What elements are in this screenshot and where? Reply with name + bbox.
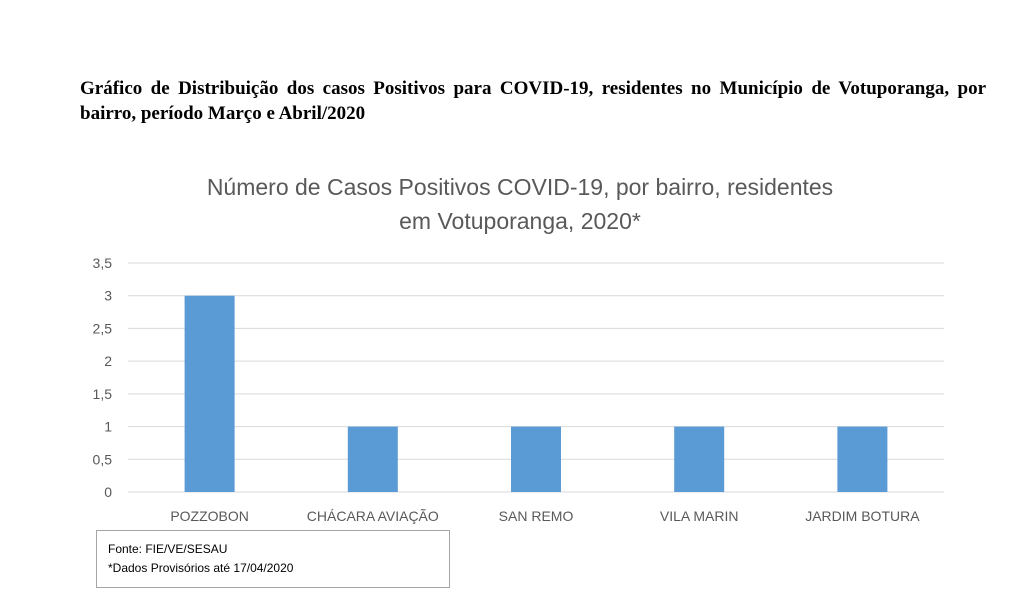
bar bbox=[184, 295, 235, 492]
y-tick-label: 3,5 bbox=[93, 255, 113, 271]
x-tick-label: CHÁCARA AVIAÇÃO bbox=[307, 508, 439, 524]
bar bbox=[511, 426, 561, 492]
y-tick-label: 0 bbox=[104, 484, 112, 500]
y-tick-label: 2,5 bbox=[93, 320, 113, 336]
y-tick-label: 0,5 bbox=[93, 451, 113, 467]
y-tick-label: 2 bbox=[104, 353, 112, 369]
chart-title-line-2: em Votuporanga, 2020* bbox=[399, 208, 641, 234]
x-tick-label: SAN REMO bbox=[499, 508, 574, 524]
chart-title-line-1: Número de Casos Positivos COVID-19, por … bbox=[206, 174, 834, 200]
bar bbox=[674, 426, 725, 492]
bars bbox=[184, 295, 888, 492]
document-heading: Gráfico de Distribuição dos casos Positi… bbox=[80, 78, 986, 124]
bar bbox=[347, 426, 398, 492]
bar bbox=[837, 426, 888, 492]
provisional-data-note: *Dados Provisórios até 17/04/2020 bbox=[108, 561, 294, 575]
x-axis-tick-labels: POZZOBON CHÁCARA AVIAÇÃO SAN REMO VILA MARI… bbox=[170, 508, 920, 524]
x-tick-label: VILA MARIN bbox=[660, 508, 739, 524]
y-tick-label: 1 bbox=[104, 419, 112, 435]
y-tick-label: 1,5 bbox=[93, 386, 113, 402]
x-tick-label: JARDIM BOTURA bbox=[805, 508, 920, 524]
y-axis-tick-labels: 0 0,5 1 1,5 2 2,5 3 3,5 bbox=[93, 255, 113, 500]
source-note-box: Fonte: FIE/VE/SESAU *Dados Provisórios a… bbox=[96, 530, 450, 588]
chart-title: Número de Casos Positivos COVID-19, por … bbox=[120, 170, 920, 238]
x-tick-label: POZZOBON bbox=[170, 508, 249, 524]
source-line: Fonte: FIE/VE/SESAU bbox=[108, 542, 228, 556]
y-tick-label: 3 bbox=[104, 288, 112, 304]
